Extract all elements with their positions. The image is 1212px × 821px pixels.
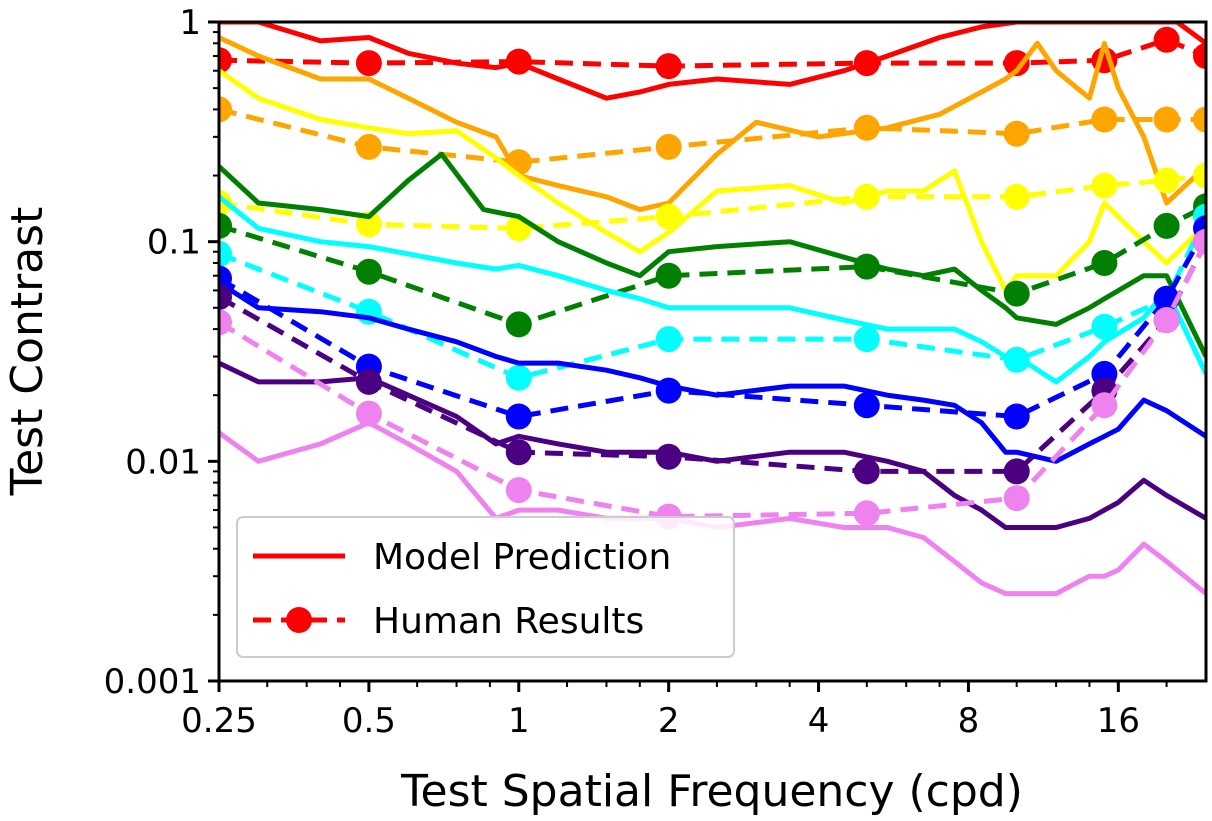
human-point-0-1 (355, 50, 382, 77)
y-tick-label: 0.01 (125, 442, 201, 482)
human-point-5-3 (655, 377, 682, 404)
human-point-2-7 (1153, 167, 1180, 194)
y-tick-label: 1 (179, 3, 201, 43)
human-point-1-8 (1193, 106, 1206, 133)
human-point-6-2 (505, 439, 532, 466)
human-point-4-3 (655, 326, 682, 353)
human-point-6-3 (655, 443, 682, 470)
x-axis-label: Test Spatial Frequency (cpd) (400, 766, 1023, 817)
human-line-7 (219, 240, 1206, 520)
human-point-3-6 (1091, 250, 1118, 276)
human-point-0-8 (1193, 43, 1206, 69)
human-point-5-4 (853, 392, 880, 419)
y-tick-label: 0.001 (104, 662, 201, 702)
human-point-2-5 (1003, 183, 1030, 210)
human-point-1-1 (355, 133, 382, 160)
human-point-1-4 (853, 114, 880, 141)
human-point-1-0 (219, 96, 232, 123)
human-point-1-7 (1153, 106, 1180, 133)
legend-human-marker (286, 607, 312, 633)
y-tick-label: 0.1 (147, 223, 201, 263)
legend-box (236, 516, 735, 658)
human-point-0-2 (505, 48, 532, 75)
human-point-0-4 (853, 50, 880, 77)
human-point-1-6 (1091, 106, 1118, 133)
human-point-0-3 (655, 53, 682, 80)
human-point-4-6 (1091, 313, 1118, 340)
human-point-3-4 (853, 253, 880, 280)
model-line-2 (219, 68, 1206, 293)
human-point-3-3 (655, 262, 682, 289)
human-point-1-3 (655, 133, 682, 160)
human-point-3-0 (219, 212, 232, 239)
human-point-7-6 (1091, 392, 1118, 419)
series-layer (219, 22, 1206, 597)
human-point-7-0 (219, 309, 232, 336)
human-point-7-8 (1193, 228, 1206, 255)
model-line-0 (219, 22, 1206, 101)
human-point-6-5 (1003, 458, 1030, 485)
x-tick-label: 0.5 (342, 701, 396, 741)
model-line-4 (219, 194, 1206, 385)
human-point-1-5 (1003, 120, 1030, 147)
human-point-6-1 (355, 368, 382, 395)
human-point-2-3 (655, 203, 682, 230)
human-point-2-4 (853, 183, 880, 210)
human-point-3-2 (505, 311, 532, 338)
human-point-0-0 (219, 47, 232, 74)
model-line-5 (219, 280, 1206, 464)
human-point-2-6 (1091, 172, 1118, 199)
y-axis-label: Test Contrast (2, 207, 53, 497)
human-point-3-5 (1003, 280, 1030, 307)
human-point-4-2 (505, 364, 532, 391)
human-point-7-4 (853, 500, 880, 527)
model-line-3 (219, 151, 1206, 358)
human-point-5-2 (505, 403, 532, 430)
axes-layer: 0.001 0.01 0.1 1 0.25 0.5 1 2 4 8 16 (104, 3, 1208, 741)
human-point-7-7 (1153, 307, 1180, 333)
model-line-7 (219, 420, 1206, 597)
human-point-0-5 (1003, 50, 1030, 77)
x-tick-label: 4 (808, 701, 830, 741)
human-line-3 (219, 203, 1206, 327)
x-tick-label: 1 (508, 701, 530, 741)
human-point-3-7 (1153, 212, 1180, 239)
human-point-7-1 (355, 400, 382, 427)
x-tick-label: 16 (1097, 701, 1140, 741)
x-tick-label: 0.25 (181, 701, 257, 741)
human-point-4-4 (853, 326, 880, 353)
x-tick-label: 8 (958, 701, 980, 741)
plot-frame (217, 20, 1208, 683)
model-line-1 (219, 35, 1206, 213)
legend-model-label: Model Prediction (373, 537, 671, 578)
human-point-5-5 (1003, 403, 1030, 430)
x-tick-label: 2 (658, 701, 680, 741)
legend-human-label: Human Results (373, 601, 644, 642)
human-point-0-7 (1153, 26, 1180, 53)
human-point-4-0 (219, 240, 232, 267)
model-line-6 (219, 360, 1206, 530)
human-point-2-8 (1193, 162, 1206, 189)
human-point-6-4 (853, 458, 880, 485)
human-point-7-5 (1003, 485, 1030, 512)
human-point-6-0 (219, 284, 232, 310)
legend: Model Prediction Human Results (236, 516, 735, 658)
human-point-4-5 (1003, 346, 1030, 373)
human-point-7-2 (505, 477, 532, 504)
human-point-3-1 (355, 258, 382, 285)
